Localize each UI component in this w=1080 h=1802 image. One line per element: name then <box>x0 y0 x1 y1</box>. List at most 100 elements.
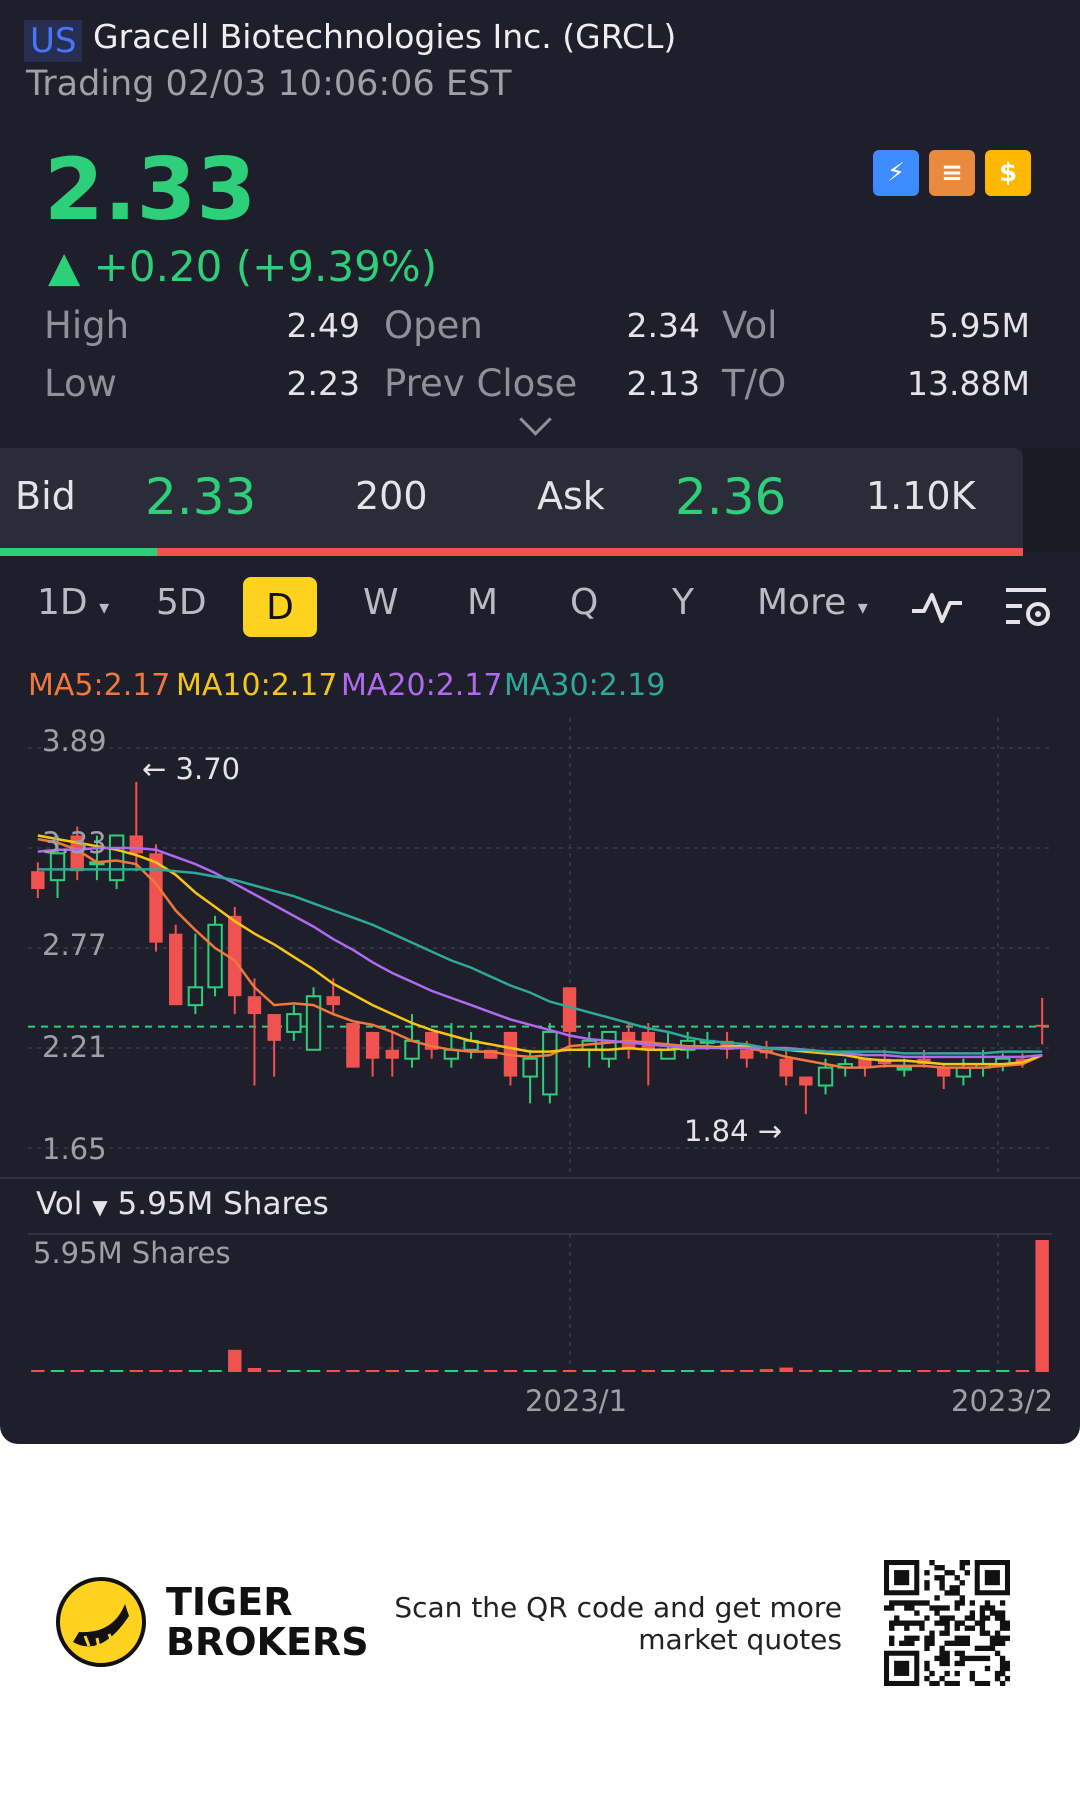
qr-module <box>959 1580 965 1586</box>
volume-bar <box>228 1349 242 1372</box>
qr-module <box>1004 1635 1010 1641</box>
qr-code[interactable] <box>884 1560 1010 1686</box>
volume-bar <box>109 1370 124 1372</box>
tab-q[interactable]: Q <box>570 582 599 623</box>
qr-module <box>999 1670 1006 1677</box>
volume-bar <box>464 1370 478 1372</box>
y-tick-label: 2.21 <box>42 1030 107 1064</box>
candle-body <box>129 835 144 854</box>
qr-module <box>944 1680 950 1686</box>
qr-module <box>979 1620 986 1626</box>
tab-d[interactable]: D <box>243 577 317 637</box>
qr-module <box>934 1595 940 1601</box>
qr-module <box>889 1635 895 1641</box>
volume-bar <box>31 1370 45 1372</box>
qr-module <box>894 1615 900 1621</box>
candlestick-chart[interactable] <box>0 700 1080 1190</box>
qr-module <box>929 1670 935 1677</box>
dollar-icon[interactable]: $ <box>985 150 1031 196</box>
qr-module <box>934 1565 940 1571</box>
qr-module <box>939 1655 945 1662</box>
qr-module <box>984 1615 991 1621</box>
period-low-annotation: 1.84 → <box>684 1114 783 1148</box>
tab-y[interactable]: Y <box>672 582 694 623</box>
qr-module <box>984 1655 991 1662</box>
period-high-annotation: ← 3.70 <box>142 752 241 786</box>
lightning-level1-icon[interactable]: ⚡ <box>873 150 919 196</box>
volume-selector[interactable]: Vol ▼ 5.95M Shares <box>36 1186 329 1222</box>
tab-more[interactable]: More ▾ <box>757 582 868 623</box>
qr-module <box>904 1625 910 1631</box>
qr-module <box>939 1645 945 1652</box>
candle-body <box>740 1049 754 1059</box>
high-label: High <box>44 304 130 347</box>
qr-module <box>979 1625 986 1631</box>
volume-bar <box>306 1370 321 1372</box>
volume-bar <box>602 1370 616 1372</box>
volume-bar <box>582 1370 596 1372</box>
qr-module <box>904 1640 910 1646</box>
qr-module <box>954 1585 960 1591</box>
volume-bar <box>208 1370 222 1372</box>
volume-bar <box>838 1370 852 1372</box>
volume-bar <box>1015 1370 1030 1372</box>
ma5-label: MA5:2.17 <box>28 668 171 703</box>
qr-module <box>979 1680 986 1686</box>
chart-settings-icon[interactable] <box>1002 584 1054 632</box>
candle-body <box>1035 1024 1049 1027</box>
qr-module <box>954 1635 960 1641</box>
vol-value: 5.95M <box>928 306 1030 345</box>
trading-status: Trading 02/03 10:06:06 EST <box>26 64 512 104</box>
qr-module <box>964 1635 970 1641</box>
qr-module <box>949 1680 955 1686</box>
vol-label: Vol <box>722 304 778 347</box>
qr-module <box>954 1650 960 1657</box>
volume-bar <box>720 1370 734 1372</box>
qr-module <box>954 1670 960 1677</box>
qr-module <box>994 1670 1001 1677</box>
qr-module <box>954 1625 960 1631</box>
qr-finder <box>894 1660 910 1676</box>
qr-module <box>999 1625 1006 1631</box>
indicator-icon[interactable] <box>910 585 964 629</box>
left-arrow-icon: ← <box>142 752 167 786</box>
volume-chart[interactable] <box>0 1226 1080 1376</box>
qr-module <box>944 1590 950 1596</box>
stack-a-icon[interactable]: ≡ <box>929 150 975 196</box>
qr-module <box>934 1575 940 1581</box>
qr-module <box>964 1625 970 1631</box>
bid-ratio-bar <box>0 548 157 556</box>
qr-module <box>889 1605 895 1611</box>
candle-body <box>522 1057 538 1078</box>
volume-bar <box>1035 1240 1049 1372</box>
tab-m[interactable]: M <box>467 582 499 623</box>
ma20-label: MA20:2.17 <box>341 668 503 703</box>
candle-body <box>858 1058 872 1068</box>
tab-w[interactable]: W <box>363 582 399 623</box>
expand-chevron-icon[interactable] <box>519 403 552 436</box>
qr-finder <box>894 1570 910 1586</box>
y-tick-label: 3.89 <box>42 724 107 758</box>
qr-module <box>909 1605 915 1611</box>
volume-bar <box>70 1370 84 1372</box>
candle-body <box>896 1066 913 1071</box>
tab-1d[interactable]: 1D ▾ <box>37 582 110 623</box>
qr-module <box>964 1615 970 1621</box>
qr-module <box>944 1620 950 1626</box>
qr-module <box>949 1640 955 1646</box>
qr-module <box>924 1635 930 1641</box>
volume-bar <box>996 1370 1010 1372</box>
qr-module <box>889 1620 895 1626</box>
qr-module <box>944 1615 950 1621</box>
qr-module <box>924 1615 930 1621</box>
qr-module <box>1004 1625 1010 1631</box>
qr-module <box>934 1680 940 1686</box>
candle-body <box>641 1031 656 1050</box>
qr-module <box>919 1620 925 1626</box>
bid-size: 200 <box>355 474 428 518</box>
candle-body <box>779 1058 793 1077</box>
candle-body <box>1015 1058 1030 1063</box>
qr-module <box>939 1615 945 1621</box>
tab-5d[interactable]: 5D <box>156 582 207 623</box>
volume-bar <box>740 1370 754 1372</box>
